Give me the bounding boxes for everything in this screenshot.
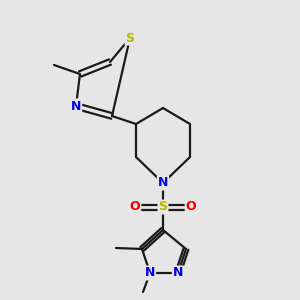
Text: N: N (173, 266, 183, 280)
Text: S: S (158, 200, 167, 214)
Text: S: S (125, 32, 134, 44)
Text: O: O (130, 200, 140, 214)
Text: O: O (186, 200, 196, 214)
Text: N: N (145, 266, 155, 280)
Text: N: N (158, 176, 168, 190)
Text: N: N (71, 100, 81, 112)
